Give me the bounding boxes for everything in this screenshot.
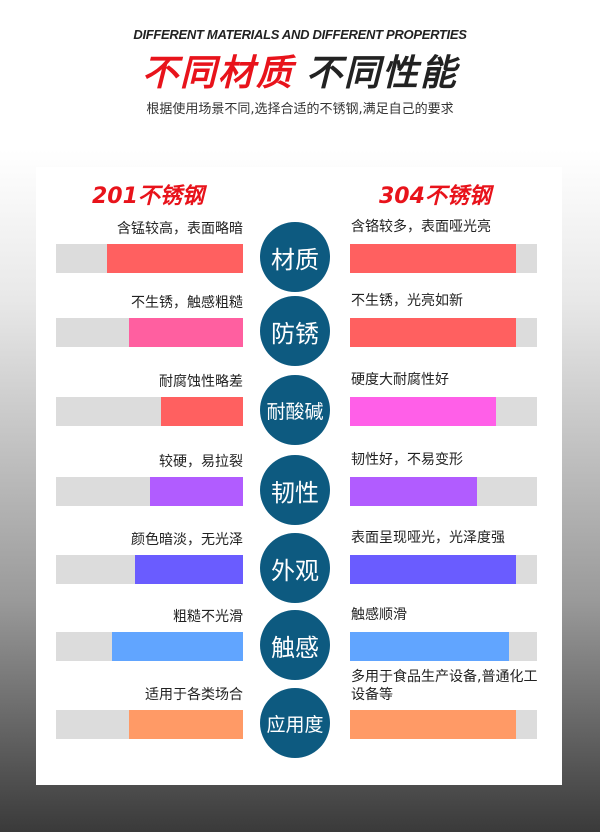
right-bar [350,244,537,273]
left-description: 较硬，易拉裂 [159,454,243,470]
left-bar [56,632,243,661]
left-bar [56,710,243,739]
comparison-row: 不生锈，触感粗糙 防锈 不生锈，光亮如新 [0,292,600,366]
right-bar [350,397,537,426]
right-description: 韧性好，不易变形 [351,452,463,468]
category-badge: 材质 [260,222,330,292]
right-description: 多用于食品生产设备,普通化工设备等 [351,669,538,703]
title-red: 不同材质 [141,53,294,94]
right-bar [350,318,537,347]
description: 根据使用场景不同,选择合适的不锈钢,满足自己的要求 [146,102,454,117]
right-bar-fill [350,244,517,273]
comparison-row: 耐腐蚀性略差 耐酸碱 硬度大耐腐性好 [0,371,600,445]
right-description: 表面呈现哑光，光泽度强 [351,530,505,546]
left-description: 耐腐蚀性略差 [159,374,243,390]
title-dark: 不同性能 [306,53,459,94]
left-bar-fill [128,710,243,739]
right-description: 含铬较多，表面哑光亮 [351,219,491,235]
left-bar [56,244,243,273]
category-badge: 韧性 [260,455,330,525]
right-bar-fill [350,318,517,347]
category-badge: 触感 [260,610,330,680]
category-badge: 防锈 [260,296,330,366]
left-bar [56,318,243,347]
right-column-heading: 304不锈钢 [379,184,491,209]
right-bar [350,632,537,661]
comparison-row: 较硬，易拉裂 韧性 韧性好，不易变形 [0,451,600,525]
right-bar [350,555,537,584]
right-bar-fill [350,477,478,506]
left-column-heading: 201不锈钢 [92,184,204,209]
right-description: 硬度大耐腐性好 [351,372,449,388]
right-bar-fill [350,555,517,584]
left-description: 含锰较高，表面略暗 [117,221,243,237]
left-bar-fill [106,244,243,273]
comparison-row: 颜色暗淡，无光泽 外观 表面呈现哑光，光泽度强 [0,529,600,603]
left-description: 不生锈，触感粗糙 [131,295,243,311]
right-description: 触感顺滑 [351,607,407,623]
right-bar-fill [350,632,509,661]
left-bar-fill [160,397,243,426]
comparison-row: 含锰较高，表面略暗 材质 含铬较多，表面哑光亮 [0,218,600,292]
page-title: 不同材质 不同性能 [0,44,600,96]
left-bar-fill [112,632,243,661]
category-badge: 外观 [260,533,330,603]
left-bar-fill [134,555,243,584]
right-bar-fill [350,397,496,426]
subtitle-en: DIFFERENT MATERIALS AND DIFFERENT PROPER… [133,27,467,42]
left-bar [56,477,243,506]
right-bar [350,477,537,506]
left-description: 适用于各类场合 [145,687,243,703]
left-description: 颜色暗淡，无光泽 [131,532,243,548]
right-description: 不生锈，光亮如新 [351,293,463,309]
category-badge: 耐酸碱 [260,375,330,445]
right-bar [350,710,537,739]
left-bar [56,397,243,426]
comparison-row: 粗糙不光滑 触感 触感顺滑 [0,606,600,680]
left-bar [56,555,243,584]
comparison-row: 适用于各类场合 应用度 多用于食品生产设备,普通化工设备等 [0,669,600,758]
left-bar-fill [128,318,243,347]
category-badge: 应用度 [260,688,330,758]
left-description: 粗糙不光滑 [173,609,243,625]
left-bar-fill [149,477,243,506]
right-bar-fill [350,710,517,739]
